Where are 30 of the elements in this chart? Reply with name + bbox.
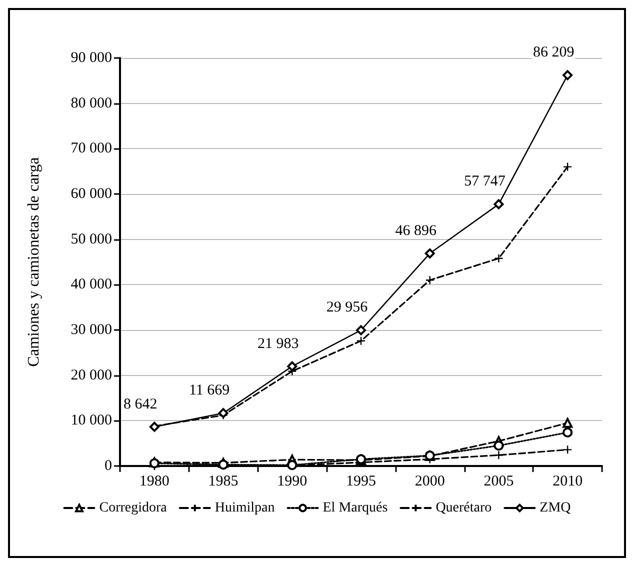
legend-label: El Marqués (322, 500, 388, 516)
x-tick-label: 1990 (277, 474, 308, 490)
legend-label: Huimilpan (214, 500, 275, 516)
y-tick-label: 10 000 (70, 412, 112, 429)
y-tick-label: 50 000 (70, 231, 112, 248)
x-tick-label: 1980 (139, 474, 170, 490)
y-tick-label: 90 000 (70, 50, 112, 66)
legend-label: Corregidora (99, 500, 168, 516)
x-tick-label: 1995 (346, 474, 376, 490)
y-tick-label: 30 000 (70, 322, 112, 338)
y-tick-label: 40 000 (70, 276, 112, 293)
y-tick-label: 0 (104, 458, 112, 474)
y-tick-label: 80 000 (70, 95, 112, 112)
data-label: 57 747 (464, 174, 506, 190)
y-axis-title: Camiones y camionetas de carga (26, 157, 42, 367)
legend-label: ZMQ (540, 500, 571, 516)
data-label: 8 642 (124, 396, 158, 412)
data-label: 21 983 (258, 336, 299, 352)
y-tick-label: 70 000 (70, 140, 112, 157)
x-tick-label: 2000 (414, 474, 445, 490)
data-label: 11 669 (188, 382, 230, 399)
x-tick-label: 2010 (552, 474, 583, 490)
y-tick-label: 60 000 (70, 186, 112, 202)
data-label: 46 896 (395, 222, 437, 239)
y-tick-label: 20 000 (70, 367, 112, 384)
legend-label: Querétaro (436, 500, 492, 516)
data-label: 29 956 (326, 300, 368, 316)
x-tick-label: 2005 (484, 474, 514, 490)
data-label: 86 209 (532, 44, 574, 61)
x-tick-label: 1985 (208, 474, 238, 490)
